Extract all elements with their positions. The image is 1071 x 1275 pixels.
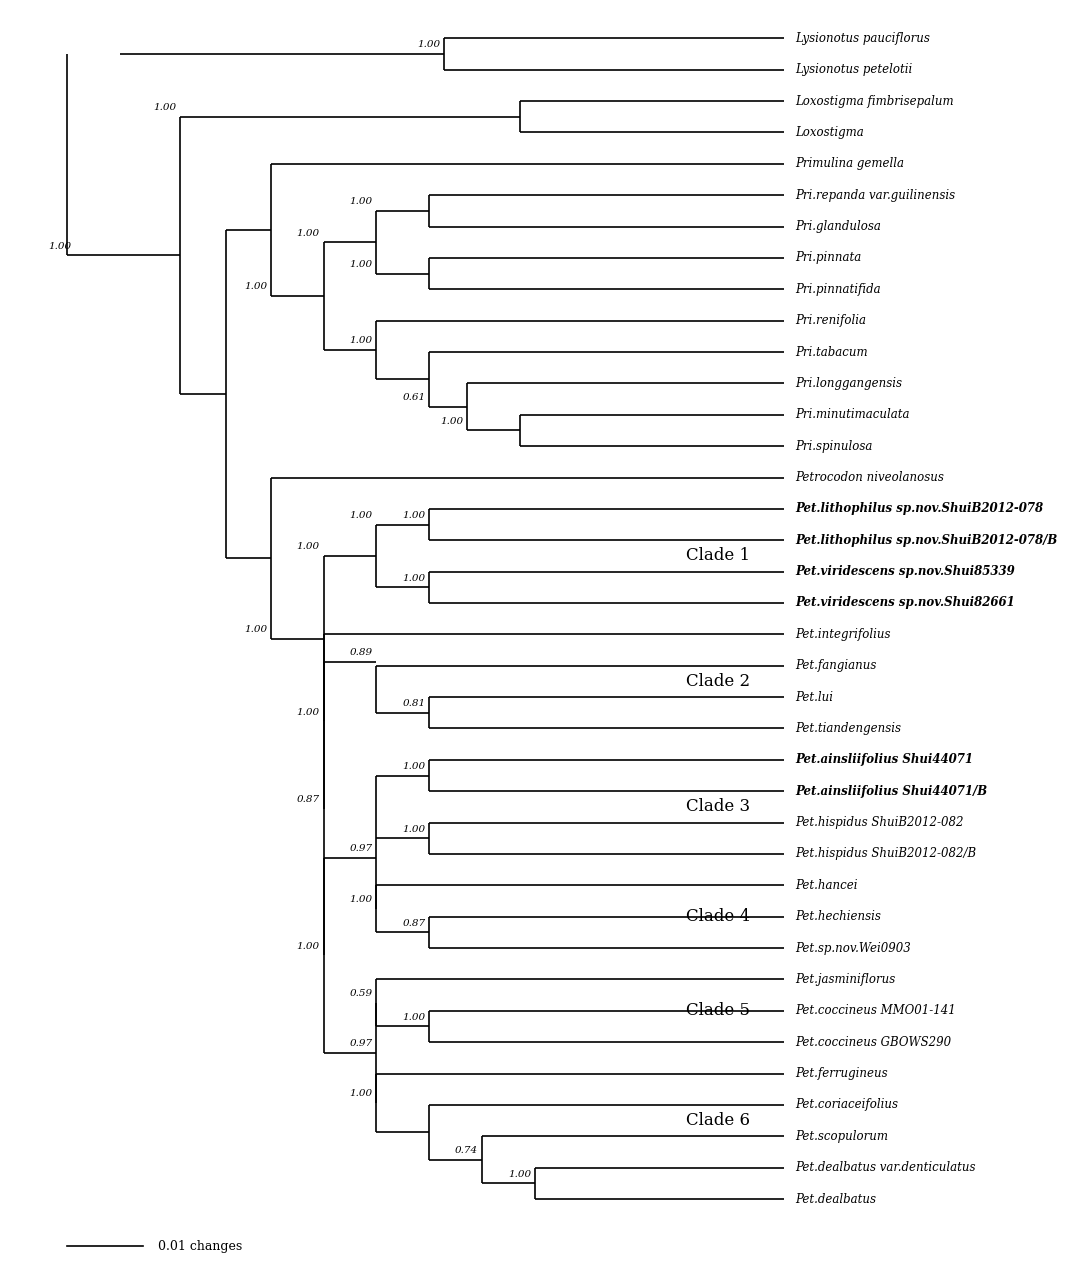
Text: 1.00: 1.00 — [349, 198, 373, 207]
Text: Clade 3: Clade 3 — [685, 798, 750, 816]
Text: 0.74: 0.74 — [455, 1146, 479, 1155]
Text: 1.00: 1.00 — [349, 511, 373, 520]
Text: Pri.pinnatifida: Pri.pinnatifida — [795, 283, 880, 296]
Text: 1.00: 1.00 — [153, 103, 177, 112]
Text: 1.00: 1.00 — [48, 242, 71, 251]
Text: 1.00: 1.00 — [403, 511, 425, 520]
Text: 0.87: 0.87 — [297, 794, 320, 805]
Text: Primulina gemella: Primulina gemella — [795, 157, 904, 171]
Text: 1.00: 1.00 — [349, 337, 373, 346]
Text: Pet.hancei: Pet.hancei — [795, 878, 858, 891]
Text: 0.81: 0.81 — [403, 699, 425, 708]
Text: 1.00: 1.00 — [244, 625, 267, 634]
Text: 1.00: 1.00 — [349, 260, 373, 269]
Text: Pet.integrifolius: Pet.integrifolius — [795, 627, 890, 641]
Text: Pri.tabacum: Pri.tabacum — [795, 346, 868, 358]
Text: Pet.tiandengensis: Pet.tiandengensis — [795, 722, 901, 734]
Text: Pri.longgangensis: Pri.longgangensis — [795, 377, 902, 390]
Text: Lysionotus pauciflorus: Lysionotus pauciflorus — [795, 32, 930, 45]
Text: Pet.dealbatus: Pet.dealbatus — [795, 1192, 876, 1206]
Text: Pet.hechiensis: Pet.hechiensis — [795, 910, 880, 923]
Text: Pet.lithophilus sp.nov.ShuiB2012-078/B: Pet.lithophilus sp.nov.ShuiB2012-078/B — [795, 534, 1057, 547]
Text: 1.00: 1.00 — [403, 825, 425, 834]
Text: 0.89: 0.89 — [349, 648, 373, 657]
Text: 1.00: 1.00 — [508, 1169, 531, 1178]
Text: 1.00: 1.00 — [349, 895, 373, 904]
Text: Loxostigma fimbrisepalum: Loxostigma fimbrisepalum — [795, 94, 953, 107]
Text: Pri.minutimaculata: Pri.minutimaculata — [795, 408, 909, 421]
Text: Pet.coccineus MMO01-141: Pet.coccineus MMO01-141 — [795, 1005, 955, 1017]
Text: 1.00: 1.00 — [403, 574, 425, 583]
Text: 1.00: 1.00 — [403, 1012, 425, 1021]
Text: Pet.sp.nov.Wei0903: Pet.sp.nov.Wei0903 — [795, 941, 910, 955]
Text: Pet.ainsliifolius Shui44071/B: Pet.ainsliifolius Shui44071/B — [795, 784, 987, 798]
Text: Pri.renifolia: Pri.renifolia — [795, 314, 866, 328]
Text: Pet.coccineus GBOWS290: Pet.coccineus GBOWS290 — [795, 1035, 951, 1048]
Text: Pet.jasminiflorus: Pet.jasminiflorus — [795, 973, 895, 986]
Text: 0.01 changes: 0.01 changes — [157, 1239, 242, 1252]
Text: Petrocodon niveolanosus: Petrocodon niveolanosus — [795, 470, 944, 484]
Text: 1.00: 1.00 — [349, 1089, 373, 1098]
Text: Pet.viridescens sp.nov.Shui85339: Pet.viridescens sp.nov.Shui85339 — [795, 565, 1014, 578]
Text: Clade 4: Clade 4 — [685, 908, 750, 926]
Text: Clade 1: Clade 1 — [685, 547, 750, 565]
Text: 1.00: 1.00 — [418, 41, 440, 50]
Text: Pet.hispidus ShuiB2012-082: Pet.hispidus ShuiB2012-082 — [795, 816, 964, 829]
Text: Pet.ainsliifolius Shui44071: Pet.ainsliifolius Shui44071 — [795, 754, 972, 766]
Text: 1.00: 1.00 — [297, 942, 320, 951]
Text: Pet.ferrugineus: Pet.ferrugineus — [795, 1067, 888, 1080]
Text: Pet.lithophilus sp.nov.ShuiB2012-078: Pet.lithophilus sp.nov.ShuiB2012-078 — [795, 502, 1043, 515]
Text: Pet.dealbatus var.denticulatus: Pet.dealbatus var.denticulatus — [795, 1162, 976, 1174]
Text: 1.00: 1.00 — [297, 228, 320, 237]
Text: Clade 5: Clade 5 — [685, 1002, 750, 1019]
Text: 0.97: 0.97 — [349, 844, 373, 853]
Text: 0.59: 0.59 — [349, 989, 373, 998]
Text: 1.00: 1.00 — [297, 542, 320, 551]
Text: Pet.coriaceifolius: Pet.coriaceifolius — [795, 1099, 897, 1112]
Text: 1.00: 1.00 — [403, 762, 425, 771]
Text: 1.00: 1.00 — [244, 283, 267, 292]
Text: 0.87: 0.87 — [403, 919, 425, 928]
Text: Clade 6: Clade 6 — [685, 1112, 750, 1130]
Text: Pri.glandulosa: Pri.glandulosa — [795, 221, 880, 233]
Text: Pri.pinnata: Pri.pinnata — [795, 251, 861, 264]
Text: Lysionotus petelotii: Lysionotus petelotii — [795, 64, 912, 76]
Text: Pri.spinulosa: Pri.spinulosa — [795, 440, 873, 453]
Text: Loxostigma: Loxostigma — [795, 126, 863, 139]
Text: 0.61: 0.61 — [403, 393, 425, 402]
Text: Pet.hispidus ShuiB2012-082/B: Pet.hispidus ShuiB2012-082/B — [795, 848, 976, 861]
Text: Pri.repanda var.guilinensis: Pri.repanda var.guilinensis — [795, 189, 955, 201]
Text: Pet.fangianus: Pet.fangianus — [795, 659, 876, 672]
Text: 1.00: 1.00 — [297, 708, 320, 717]
Text: 0.97: 0.97 — [349, 1039, 373, 1048]
Text: Pet.viridescens sp.nov.Shui82661: Pet.viridescens sp.nov.Shui82661 — [795, 597, 1014, 609]
Text: Pet.scopulorum: Pet.scopulorum — [795, 1130, 888, 1142]
Text: Pet.lui: Pet.lui — [795, 691, 833, 704]
Text: 1.00: 1.00 — [440, 417, 463, 426]
Text: Clade 2: Clade 2 — [685, 673, 750, 690]
